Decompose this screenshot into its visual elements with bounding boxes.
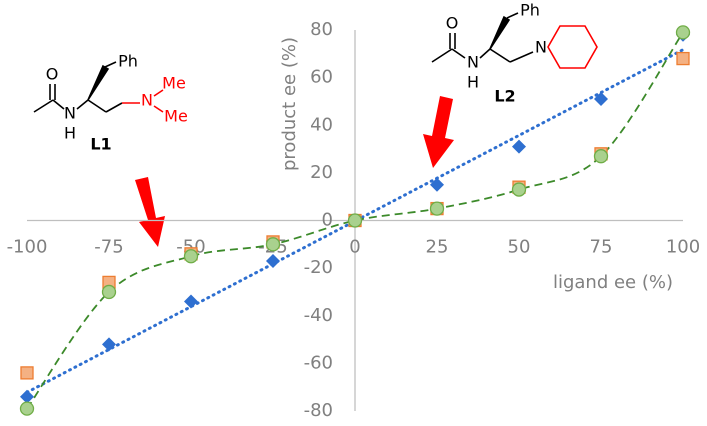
point: [265, 237, 281, 252]
y-tick-label: -80: [304, 400, 333, 421]
y-tick-label: -40: [304, 305, 333, 326]
point: [266, 253, 280, 268]
atom: H: [64, 124, 76, 143]
x-tick-label: 50: [508, 237, 531, 258]
trendline: [26, 31, 684, 410]
atom: O: [46, 65, 59, 84]
x-tick-label: -100: [7, 237, 48, 258]
x-axis-label: ligand ee (%): [553, 272, 673, 293]
point: [183, 249, 199, 264]
point: [429, 201, 445, 216]
x-tick-label: -75: [94, 237, 123, 258]
trendline: [25, 48, 685, 394]
point: [511, 182, 527, 197]
point: [594, 92, 608, 107]
atom: N: [467, 53, 479, 72]
structure-label: L2: [494, 87, 515, 106]
point: [347, 213, 363, 228]
y-tick-label: -60: [304, 352, 333, 373]
atom: N: [535, 38, 547, 57]
atom: N: [64, 104, 76, 123]
point: [593, 149, 609, 164]
point: [102, 337, 116, 352]
atom: N: [141, 91, 153, 110]
atom: Ph: [118, 52, 138, 71]
atom: Me: [162, 74, 186, 93]
point: [19, 401, 35, 416]
structure-l1: [33, 61, 164, 113]
atom: Ph: [520, 1, 540, 20]
point: [430, 177, 444, 192]
point: [20, 366, 34, 380]
y-tick-label: -20: [304, 257, 333, 278]
atom: H: [467, 73, 479, 92]
x-tick-label: 100: [666, 237, 700, 258]
y-tick-label: 20: [310, 162, 333, 183]
point: [20, 389, 34, 404]
structure-label: L1: [90, 135, 111, 154]
x-tick-label: 25: [426, 237, 449, 258]
x-tick-label: 0: [349, 237, 360, 258]
y-tick-label: 40: [310, 114, 333, 135]
y-tick-label: 80: [310, 19, 333, 40]
structure-l2: [431, 12, 598, 69]
atom: Me: [164, 107, 188, 126]
point: [101, 284, 117, 300]
point: [676, 51, 690, 66]
arrow: [423, 96, 454, 168]
x-tick-label: 75: [590, 237, 613, 258]
y-axis-label: product ee (%): [279, 37, 300, 171]
y-tick-label: 60: [310, 67, 333, 88]
atom: O: [446, 14, 459, 33]
arrow: [135, 177, 165, 247]
point: [512, 139, 526, 154]
x-tick-label: -50: [176, 237, 205, 258]
point: [675, 25, 691, 40]
point: [184, 294, 198, 309]
y-tick-label: 0: [322, 210, 333, 231]
